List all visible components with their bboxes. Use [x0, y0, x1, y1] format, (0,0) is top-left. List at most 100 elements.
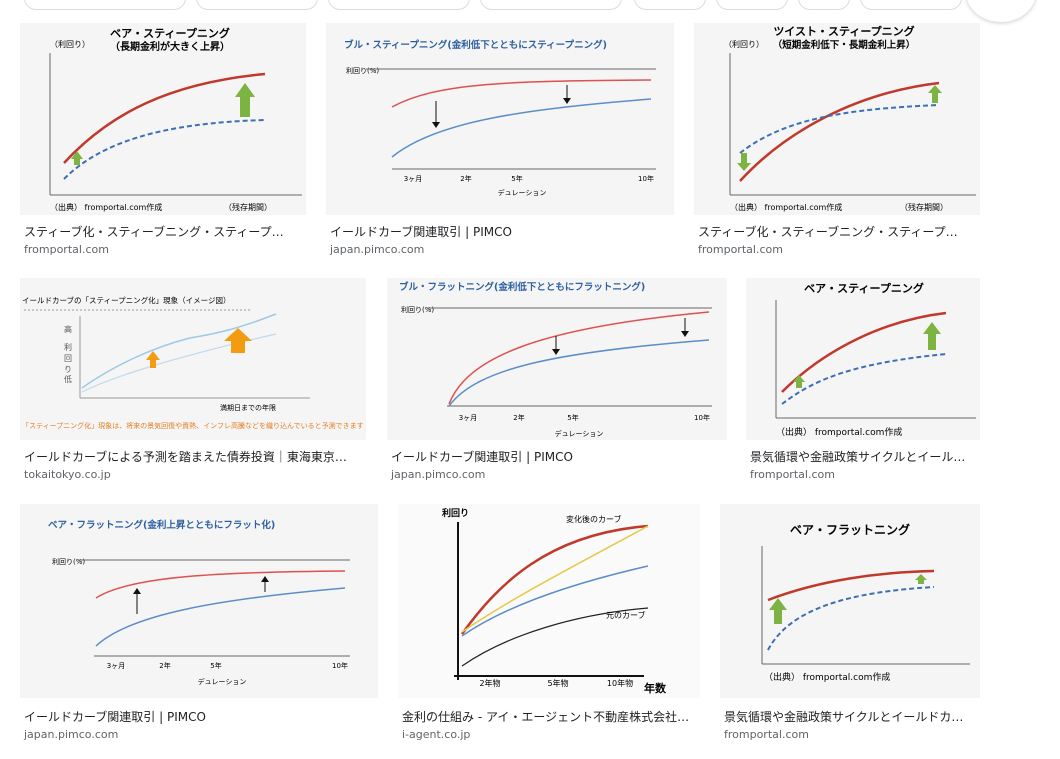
result-source[interactable]: japan.pimco.com: [24, 728, 119, 741]
yield-curve-before: [739, 104, 940, 154]
result-title[interactable]: イールドカーブ関連取引 | PIMCO: [330, 225, 512, 239]
y-label-high: 高: [64, 324, 72, 334]
result-thumbnail[interactable]: ベア・フラットニング （出典） fromportal.com作成: [720, 504, 980, 698]
result-source[interactable]: japan.pimco.com: [330, 243, 425, 256]
result-title[interactable]: スティーブ化・スティーブニング・スティープ…: [698, 225, 958, 239]
result-thumbnail[interactable]: ベア・スティープニング （出典） fromportal.com作成: [746, 278, 980, 440]
tick-label: 10年: [332, 661, 348, 670]
y-axis-label: 利回り: [441, 507, 469, 519]
filter-chip[interactable]: [716, 0, 788, 10]
yield-curve-after: [739, 81, 940, 182]
y-axis-label: 利回り(%): [346, 66, 379, 75]
filter-chip[interactable]: [196, 0, 318, 10]
tick-label: 2年: [460, 174, 471, 183]
image-result[interactable]: 利回り 変化後のカーブ 元のカーブ 2年物 5年物 10年物 年数 金利の仕組み…: [398, 504, 700, 744]
up-arrow-icon: [235, 83, 255, 117]
result-thumbnail[interactable]: 利回り 変化後のカーブ 元のカーブ 2年物 5年物 10年物 年数: [398, 504, 700, 698]
up-arrow-icon: [915, 574, 927, 584]
image-result[interactable]: ブル・スティープニング(金利低下とともにスティープニング) 利回り(%) 3ヶ月…: [326, 23, 674, 256]
result-title[interactable]: イールドカーブ関連取引 | PIMCO: [24, 710, 206, 724]
up-arrow-icon: [224, 328, 252, 353]
tick-label: 3ヶ月: [107, 662, 125, 670]
yield-curve-before: [448, 311, 710, 405]
yield-curve-after: [391, 98, 652, 158]
y-label: 回: [64, 354, 72, 363]
yield-curve-before: [781, 353, 947, 405]
result-source[interactable]: fromportal.com: [724, 728, 809, 741]
image-result[interactable]: ツイスト・スティープニング （短期金利低下・長期金利上昇） （利回り） （出典）…: [694, 23, 980, 256]
footer-xlabel: （残存期間）: [224, 202, 272, 212]
yield-curve-after: [448, 339, 710, 407]
result-source[interactable]: fromportal.com: [698, 243, 783, 256]
shift-curve: [461, 565, 649, 637]
up-arrow-icon: [928, 85, 942, 103]
result-source[interactable]: tokaitokyo.co.jp: [24, 468, 111, 481]
yield-curve-after: [95, 570, 346, 599]
filter-chip[interactable]: [860, 0, 962, 10]
result-thumbnail[interactable]: ベア・スティープニング （長期金利が大きく上昇） （利回り） （出典） from…: [20, 23, 306, 215]
tick-label: 10年物: [607, 678, 633, 688]
image-result[interactable]: ブル・フラットニング(金利低下とともにフラットニング) 利回り(%) 3ヶ月 2…: [387, 278, 727, 488]
result-source[interactable]: fromportal.com: [750, 468, 835, 481]
tick-label: 5年: [567, 413, 578, 422]
tick-label: 5年: [210, 661, 221, 670]
filter-chip[interactable]: [480, 0, 622, 10]
tick-label: 5年物: [547, 678, 568, 688]
x-axis-label: デュレーション: [198, 677, 247, 686]
yield-curve-after: [767, 569, 935, 602]
y-axis-label: 利回り(%): [52, 557, 85, 566]
note: 「スティープニング化」現象は、将来の景気回復や資熱、インフレ高騰などを織り込んで…: [22, 421, 364, 430]
chart-title: ベア・フラットニング: [790, 522, 910, 537]
x-axis-label: デュレーション: [498, 188, 547, 197]
yield-curve: [81, 313, 277, 389]
result-thumbnail[interactable]: イールドカーブの「スティープニング化」現象（イメージ図） 高 利 回 り 低 満…: [20, 278, 366, 440]
image-result[interactable]: ベア・フラットニング （出典） fromportal.com作成 景気循環や金融…: [720, 504, 980, 744]
image-result[interactable]: ベア・スティープニング （出典） fromportal.com作成 景気循環や金…: [746, 278, 980, 488]
result-thumbnail[interactable]: ベア・フラットニング(金利上昇とともにフラット化) 利回り(%) 3ヶ月 2年 …: [20, 504, 378, 698]
filter-chip[interactable]: [634, 0, 706, 10]
chart-title: イールドカーブの「スティープニング化」現象（イメージ図）: [22, 295, 231, 305]
filter-chip[interactable]: [328, 0, 470, 10]
scroll-button[interactable]: [966, 0, 1036, 22]
y-label-low: 低: [64, 374, 72, 384]
result-thumbnail[interactable]: ブル・スティープニング(金利低下とともにスティープニング) 利回り(%) 3ヶ月…: [326, 23, 674, 215]
down-arrow-icon: [681, 331, 689, 337]
result-title[interactable]: 景気循環や金融政策サイクルとイール…: [750, 450, 966, 464]
image-result[interactable]: ベア・スティープニング （長期金利が大きく上昇） （利回り） （出典） from…: [20, 23, 306, 256]
result-source[interactable]: fromportal.com: [24, 243, 109, 256]
result-source[interactable]: i-agent.co.jp: [402, 728, 471, 741]
filter-chip[interactable]: [798, 0, 850, 10]
y-label: 利: [64, 342, 72, 352]
up-arrow-icon: [923, 322, 941, 350]
y-label: り: [64, 365, 72, 374]
result-title[interactable]: 金利の仕組み - アイ・エージェント不動産株式会社…: [402, 710, 690, 724]
tick-label: 2年: [159, 661, 170, 670]
image-result[interactable]: イールドカーブの「スティープニング化」現象（イメージ図） 高 利 回 り 低 満…: [20, 278, 366, 488]
result-title[interactable]: イールドカーブによる予測を踏まえた債券投資｜東海東京…: [24, 450, 347, 464]
up-arrow-icon: [133, 588, 141, 594]
result-thumbnail[interactable]: ブル・フラットニング(金利低下とともにフラットニング) 利回り(%) 3ヶ月 2…: [387, 278, 727, 440]
yield-curve-before: [767, 586, 935, 651]
y-axis-label: 利回り(%): [401, 305, 434, 314]
result-source[interactable]: japan.pimco.com: [391, 468, 486, 481]
after-label: 変化後のカーブ: [566, 514, 622, 524]
tick-label: 2年: [513, 413, 524, 422]
chart-title: ツイスト・スティープニング: [773, 24, 914, 38]
down-arrow-icon: [552, 349, 560, 355]
tick-label: 10年: [694, 413, 710, 422]
image-result[interactable]: ベア・フラットニング(金利上昇とともにフラット化) 利回り(%) 3ヶ月 2年 …: [20, 504, 378, 744]
result-title[interactable]: 景気循環や金融政策サイクルとイールドカ…: [724, 710, 964, 724]
result-title[interactable]: スティーブ化・スティーブニング・スティープ…: [24, 225, 284, 239]
footer-source: （出典） fromportal.com作成: [776, 426, 902, 438]
result-title[interactable]: イールドカーブ関連取引 | PIMCO: [391, 450, 573, 464]
footer-source: （出典） fromportal.com作成: [50, 202, 162, 212]
footer-xlabel: （残存期間）: [900, 202, 948, 212]
up-arrow-icon: [261, 576, 269, 582]
result-thumbnail[interactable]: ツイスト・スティープニング （短期金利低下・長期金利上昇） （利回り） （出典）…: [694, 23, 980, 215]
chart-title: ブル・フラットニング(金利低下とともにフラットニング): [399, 281, 645, 293]
after-curve: [460, 524, 649, 635]
up-arrow-icon: [793, 375, 805, 388]
tick-label: 5年: [511, 174, 522, 183]
chart-subtitle: （長期金利が大きく上昇）: [110, 40, 230, 53]
filter-chip[interactable]: [24, 0, 186, 10]
